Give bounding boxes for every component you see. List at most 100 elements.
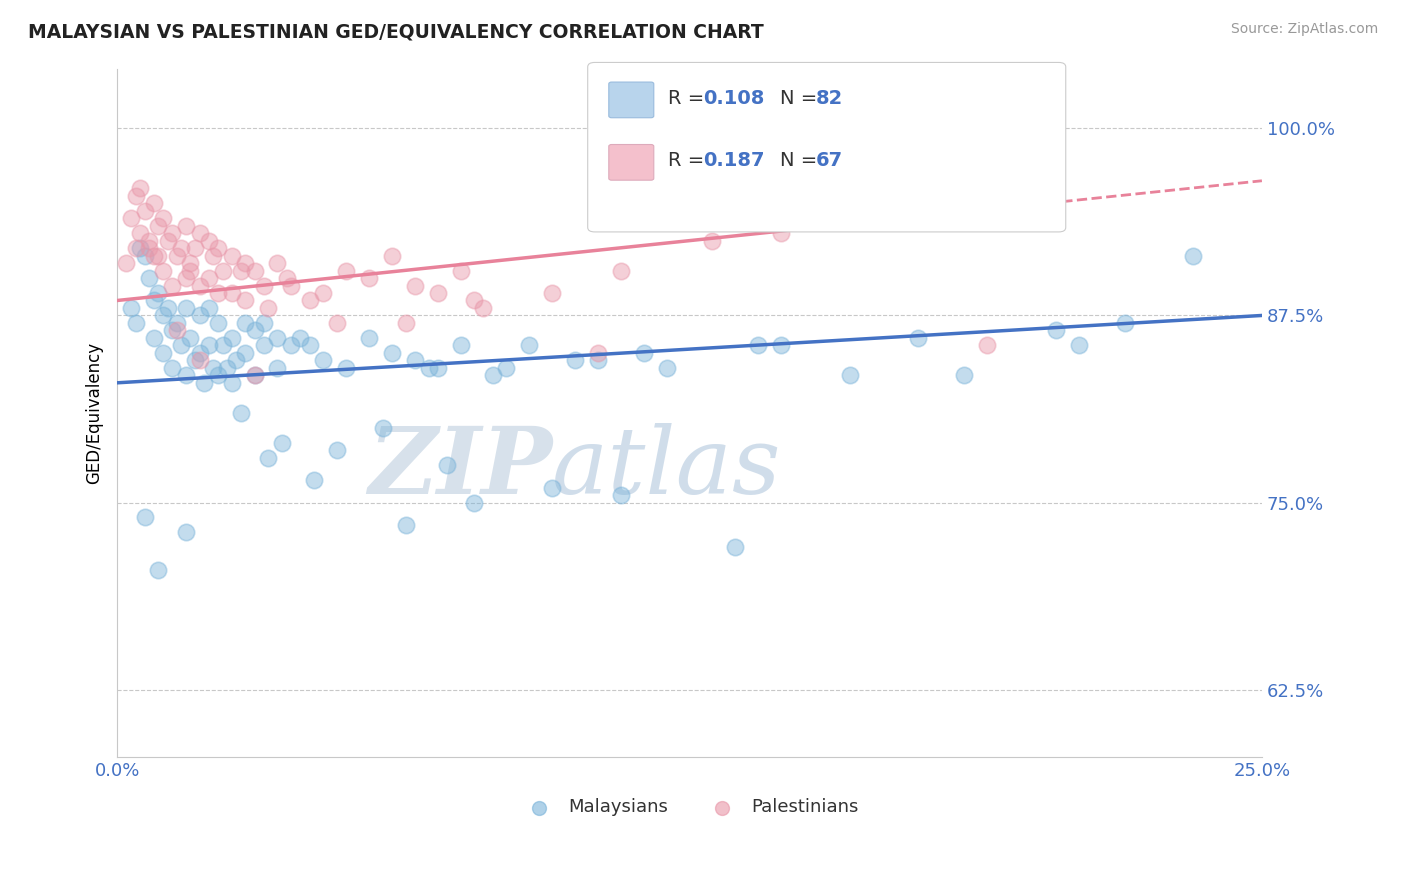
Point <box>174 525 197 540</box>
Point <box>357 331 380 345</box>
Point <box>838 188 860 202</box>
Point <box>436 458 458 472</box>
Point <box>463 293 485 308</box>
Point <box>253 338 276 352</box>
Point <box>724 541 747 555</box>
Point <box>235 293 257 308</box>
Point <box>257 301 280 315</box>
Point <box>610 263 633 277</box>
Point <box>160 226 183 240</box>
Point <box>472 301 495 315</box>
Point <box>243 323 266 337</box>
Point <box>156 234 179 248</box>
Point <box>610 488 633 502</box>
Text: R =: R = <box>668 151 710 170</box>
Point <box>142 196 165 211</box>
Point <box>702 234 724 248</box>
Point <box>174 301 197 315</box>
Point <box>838 368 860 383</box>
Point <box>207 285 229 300</box>
Point <box>450 263 472 277</box>
Point <box>335 263 357 277</box>
Point <box>1114 316 1136 330</box>
Point <box>335 360 357 375</box>
Point <box>170 338 193 352</box>
Point <box>326 316 349 330</box>
Point <box>217 360 239 375</box>
Point <box>174 368 197 383</box>
Point <box>517 338 540 352</box>
Point <box>188 226 211 240</box>
Point <box>815 188 838 202</box>
Point <box>166 316 188 330</box>
Point <box>142 293 165 308</box>
Point <box>312 353 335 368</box>
Point <box>134 510 156 524</box>
Point <box>229 406 252 420</box>
Point <box>225 353 247 368</box>
Point <box>148 219 170 233</box>
Point <box>174 271 197 285</box>
Point <box>235 346 257 360</box>
Point <box>381 249 404 263</box>
Point <box>253 316 276 330</box>
Point <box>298 293 321 308</box>
Point <box>188 309 211 323</box>
Point <box>138 241 160 255</box>
Point <box>148 563 170 577</box>
Point <box>426 360 449 375</box>
Point <box>243 368 266 383</box>
Point <box>976 338 998 352</box>
Point <box>142 331 165 345</box>
Point <box>138 234 160 248</box>
Point <box>450 338 472 352</box>
Point <box>266 256 288 270</box>
Point <box>152 263 174 277</box>
Point <box>115 256 138 270</box>
Point <box>586 353 609 368</box>
Point <box>280 278 302 293</box>
Point <box>202 249 225 263</box>
Text: N =: N = <box>780 151 824 170</box>
Point <box>148 285 170 300</box>
Text: Source: ZipAtlas.com: Source: ZipAtlas.com <box>1230 22 1378 37</box>
Point <box>221 331 243 345</box>
Point <box>152 211 174 226</box>
Point <box>188 353 211 368</box>
Text: 0.187: 0.187 <box>703 151 765 170</box>
Point <box>152 346 174 360</box>
Point <box>747 338 769 352</box>
Point <box>188 278 211 293</box>
Text: R =: R = <box>668 88 710 108</box>
Point <box>170 241 193 255</box>
Point <box>404 278 426 293</box>
Point <box>1067 338 1090 352</box>
Point <box>197 271 219 285</box>
Point <box>381 346 404 360</box>
Point <box>953 368 976 383</box>
Point <box>221 376 243 390</box>
Point <box>495 360 517 375</box>
Point <box>160 360 183 375</box>
Point <box>197 234 219 248</box>
Point <box>298 338 321 352</box>
Text: 67: 67 <box>815 151 842 170</box>
Point <box>266 360 288 375</box>
Point <box>371 420 394 434</box>
Point <box>276 271 298 285</box>
Point <box>134 249 156 263</box>
Point <box>229 263 252 277</box>
Point <box>586 346 609 360</box>
Point <box>160 323 183 337</box>
Point <box>655 360 678 375</box>
Point <box>211 263 233 277</box>
Point <box>148 249 170 263</box>
Point <box>207 241 229 255</box>
Point <box>197 301 219 315</box>
Point <box>357 271 380 285</box>
Point <box>280 338 302 352</box>
Point <box>184 241 207 255</box>
Text: 0.108: 0.108 <box>703 88 765 108</box>
Point <box>235 256 257 270</box>
Point <box>770 338 793 352</box>
